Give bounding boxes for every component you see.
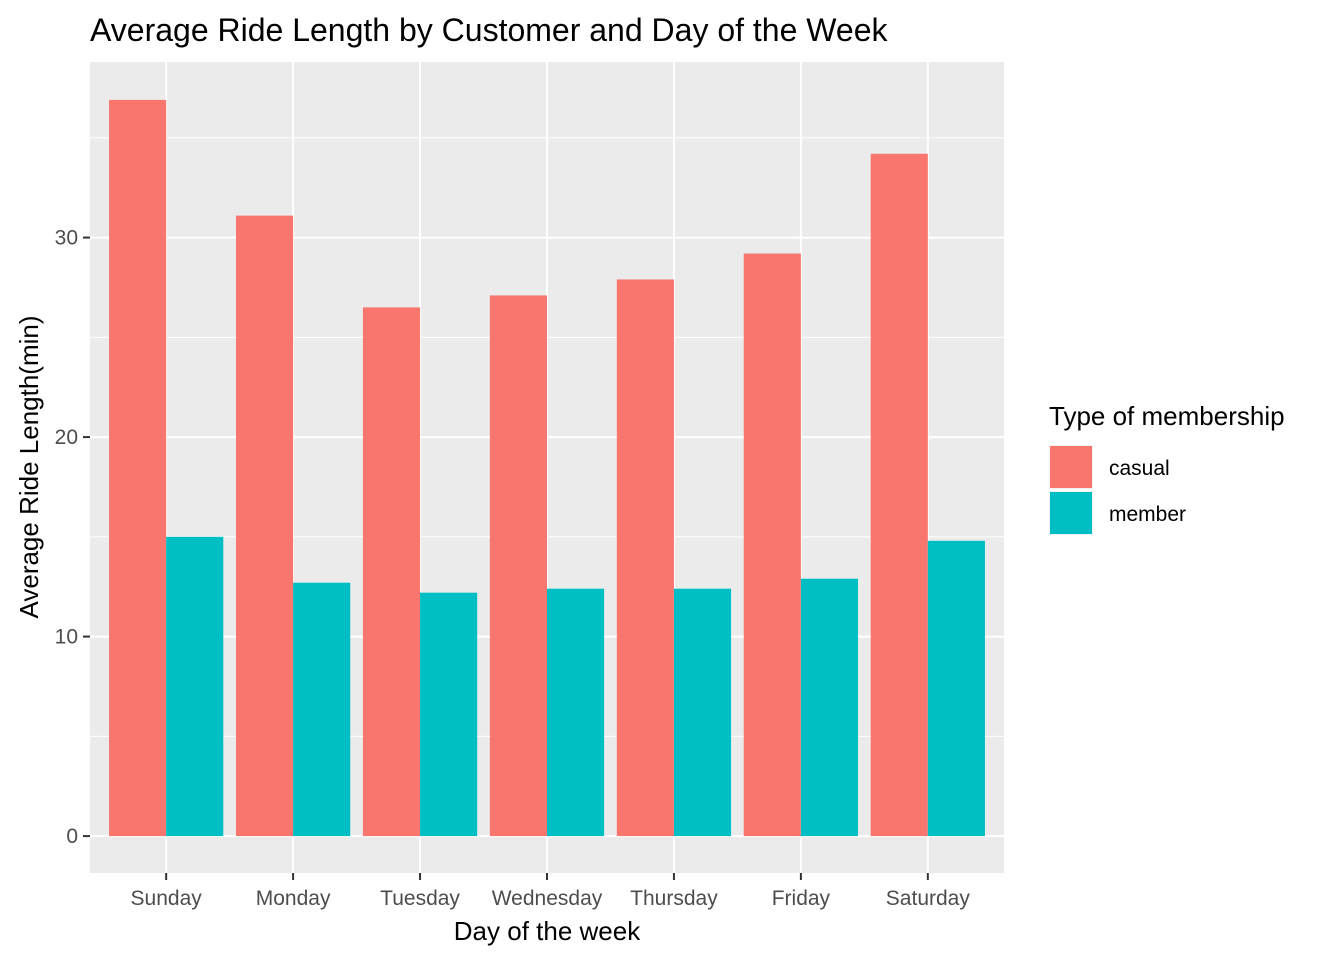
x-tick-label: Monday [256, 887, 331, 910]
x-axis-title: Day of the week [454, 916, 641, 946]
bar-member-saturday [927, 540, 985, 837]
x-axis: Sunday Monday Tuesday Wednesday Thursday Frid… [131, 873, 971, 910]
x-tick-label: Friday [772, 887, 831, 910]
y-tick-label: 20 [55, 426, 78, 449]
chart-title: Average Ride Length by Customer and Day … [90, 12, 889, 48]
bar-casual-friday [743, 253, 801, 837]
bar-casual-monday [235, 215, 294, 837]
y-tick-label: 10 [55, 626, 78, 649]
x-tick-label: Tuesday [380, 887, 460, 910]
bar-member-friday [800, 578, 859, 837]
x-tick-label: Thursday [630, 887, 718, 910]
y-tick-label: 30 [55, 227, 78, 250]
bar-member-thursday [673, 588, 732, 837]
bar-member-tuesday [420, 592, 478, 837]
legend-title: Type of membership [1049, 401, 1285, 431]
y-axis-title: Average Ride Length(min) [14, 315, 44, 618]
bar-casual-wednesday [489, 295, 547, 837]
x-tick-label: Saturday [886, 887, 971, 910]
x-tick-label: Wednesday [492, 887, 603, 910]
legend-swatch-casual [1050, 446, 1092, 488]
bar-casual-saturday [870, 153, 928, 837]
bar-member-monday [293, 582, 351, 837]
y-axis: 0 10 20 30 [55, 227, 90, 848]
bar-member-sunday [166, 536, 224, 837]
legend: Type of membership casual member [1049, 401, 1285, 535]
x-tick-label: Sunday [131, 887, 203, 910]
bar-casual-sunday [109, 99, 167, 837]
legend-label-casual: casual [1109, 457, 1170, 480]
bars [109, 99, 985, 837]
bar-casual-tuesday [362, 307, 421, 837]
bar-member-wednesday [547, 588, 605, 837]
legend-label-member: member [1109, 503, 1186, 526]
bar-casual-thursday [616, 279, 674, 837]
y-tick-label: 0 [66, 825, 78, 848]
legend-swatch-member [1050, 492, 1092, 534]
